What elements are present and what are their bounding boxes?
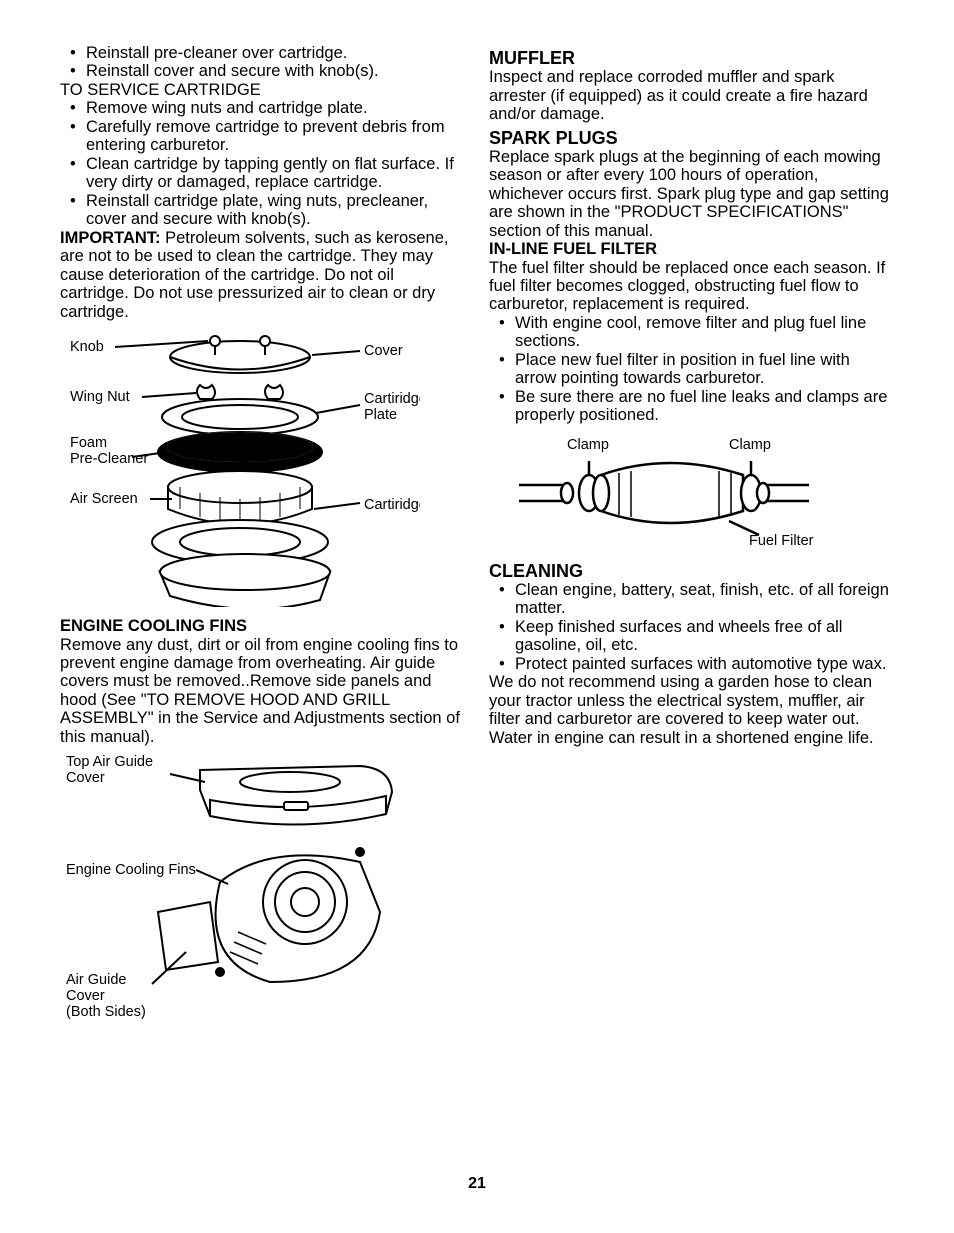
service-cartridge-heading: TO SERVICE CARTRIDGE xyxy=(60,81,465,99)
list-item: Carefully remove cartridge to prevent de… xyxy=(74,118,465,155)
two-column-layout: Reinstall pre-cleaner over cartridge. Re… xyxy=(60,44,894,1032)
fig-label-cover: Cover xyxy=(364,343,403,359)
list-item: Place new fuel filter in position in fue… xyxy=(503,351,894,388)
manual-page: Reinstall pre-cleaner over cartridge. Re… xyxy=(0,0,954,1233)
engine-cooling-svg: Top Air GuideCover Engine Cooling Fins A… xyxy=(60,752,420,1022)
fuel-filter-heading: IN-LINE FUEL FILTER xyxy=(489,240,894,258)
cooling-fins-text: Remove any dust, dirt or oil from engine… xyxy=(60,636,465,747)
fig-label-knob: Knob xyxy=(70,339,104,355)
spark-plugs-heading: SPARK PLUGS xyxy=(489,128,894,148)
left-column: Reinstall pre-cleaner over cartridge. Re… xyxy=(60,44,465,1032)
list-item: Clean cartridge by tapping gently on fla… xyxy=(74,155,465,192)
muffler-text: Inspect and replace corroded muffler and… xyxy=(489,68,894,123)
cleaning-text: We do not recommend using a garden hose … xyxy=(489,673,894,747)
list-item: Reinstall cartridge plate, wing nuts, pr… xyxy=(74,192,465,229)
air-cleaner-svg: Knob Cover Wing Nut CartiridgePlate Foam… xyxy=(60,327,420,607)
fig-label-topcover: Top Air GuideCover xyxy=(66,754,153,786)
list-item: Be sure there are no fuel line leaks and… xyxy=(503,388,894,425)
fuel-filter-list: With engine cool, remove filter and plug… xyxy=(489,314,894,425)
fig-label-screen: Air Screen xyxy=(70,491,138,507)
important-label: IMPORTANT: xyxy=(60,229,161,247)
list-item: Reinstall cover and secure with knob(s). xyxy=(74,62,465,80)
fuel-filter-text: The fuel filter should be replaced once … xyxy=(489,259,894,314)
engine-cooling-figure: Top Air GuideCover Engine Cooling Fins A… xyxy=(60,752,465,1022)
right-column: MUFFLER Inspect and replace corroded muf… xyxy=(489,44,894,1032)
service-cartridge-list: Remove wing nuts and cartridge plate. Ca… xyxy=(60,99,465,228)
list-item: Keep finished surfaces and wheels free o… xyxy=(503,618,894,655)
spark-plugs-text: Replace spark plugs at the beginning of … xyxy=(489,148,894,240)
muffler-heading: MUFFLER xyxy=(489,48,894,68)
list-item: Reinstall pre-cleaner over cartridge. xyxy=(74,44,465,62)
precleaner-steps-list: Reinstall pre-cleaner over cartridge. Re… xyxy=(60,44,465,81)
fig-label-fins: Engine Cooling Fins xyxy=(66,862,196,878)
fig-label-wingnut: Wing Nut xyxy=(70,389,130,405)
page-number: 21 xyxy=(0,1175,954,1193)
cleaning-list: Clean engine, battery, seat, finish, etc… xyxy=(489,581,894,673)
fig-label-foam: FoamPre-Cleaner xyxy=(70,435,148,467)
fig-label-clamp-l: Clamp xyxy=(567,437,609,453)
list-item: Protect painted surfaces with automotive… xyxy=(503,655,894,673)
fuel-filter-svg: Clamp Clamp Fuel Filter xyxy=(519,431,819,551)
list-item: Clean engine, battery, seat, finish, etc… xyxy=(503,581,894,618)
fig-label-sidecover: Air GuideCover(Both Sides) xyxy=(66,972,146,1020)
important-paragraph: IMPORTANT: Petroleum solvents, such as k… xyxy=(60,229,465,321)
fig-label-cartridge: Cartiridge xyxy=(364,497,420,513)
cooling-fins-heading: ENGINE COOLING FINS xyxy=(60,617,465,635)
list-item: Remove wing nuts and cartridge plate. xyxy=(74,99,465,117)
list-item: With engine cool, remove filter and plug… xyxy=(503,314,894,351)
fig-label-plate: CartiridgePlate xyxy=(364,391,420,423)
fig-label-clamp-r: Clamp xyxy=(729,437,771,453)
fuel-filter-figure: Clamp Clamp Fuel Filter xyxy=(519,431,894,551)
air-cleaner-figure: Knob Cover Wing Nut CartiridgePlate Foam… xyxy=(60,327,465,607)
cleaning-heading: CLEANING xyxy=(489,561,894,581)
fig-label-filter: Fuel Filter xyxy=(749,533,814,549)
